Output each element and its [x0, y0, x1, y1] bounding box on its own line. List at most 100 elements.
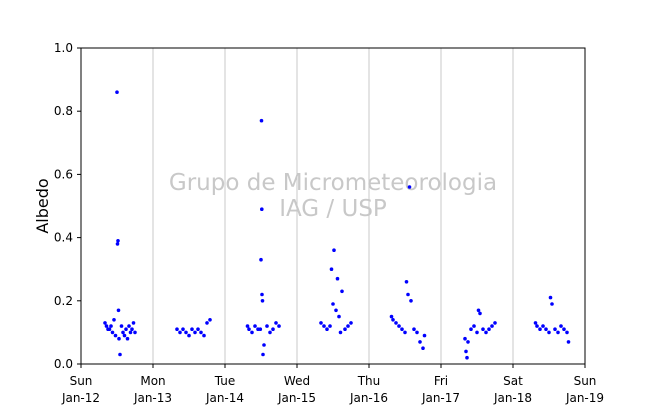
data-point [535, 324, 539, 328]
data-point [107, 327, 112, 332]
data-point [548, 295, 553, 300]
data-point [565, 330, 569, 335]
watermark-line-2: IAG / USP [279, 196, 387, 222]
data-point [190, 327, 194, 332]
data-point [104, 324, 109, 328]
data-point [125, 336, 130, 341]
data-point [559, 324, 563, 328]
data-point [124, 327, 128, 332]
data-point [196, 327, 200, 332]
data-point [187, 333, 191, 338]
x-tick-label-weekday: Sat [503, 374, 523, 388]
data-point [253, 324, 257, 328]
data-point [131, 321, 136, 325]
x-tick-label-weekday: Sun [574, 374, 597, 388]
data-point [538, 327, 542, 332]
data-point [541, 324, 545, 328]
data-point [556, 330, 560, 335]
data-point [484, 330, 488, 335]
watermark-line-1: Grupo de Micrometeorologia [169, 170, 497, 196]
data-point [250, 330, 254, 335]
data-point [130, 327, 134, 332]
data-point [404, 280, 409, 284]
y-tick-label: 1.0 [54, 41, 73, 55]
data-point [553, 327, 557, 332]
data-point [260, 299, 265, 303]
data-point [493, 321, 497, 325]
data-point [115, 90, 119, 94]
data-points [103, 90, 571, 360]
data-point [127, 324, 131, 328]
data-point [533, 321, 538, 325]
x-tick-label-date: Jan-18 [493, 391, 532, 405]
data-point [466, 340, 470, 344]
data-point [113, 333, 118, 338]
x-tick-label-weekday: Mon [140, 374, 165, 388]
data-point [547, 330, 551, 335]
data-point [418, 340, 422, 344]
x-axis-ticks: Sun Jan-12 Mon Jan-13 Tue Jan-14 Wed Jan-15 Thu J… [61, 364, 604, 405]
data-point [274, 321, 278, 325]
data-point [544, 327, 548, 332]
data-point [115, 242, 120, 246]
data-point [262, 343, 266, 347]
data-point [260, 207, 264, 211]
data-point [261, 352, 265, 357]
data-point [118, 352, 122, 357]
data-point [245, 324, 250, 328]
x-tick-label-date: Jan-13 [133, 391, 172, 405]
y-tick-label: 0.2 [54, 294, 73, 308]
data-point [340, 289, 344, 294]
data-point [343, 327, 347, 332]
y-tick-label: 0.0 [54, 357, 73, 371]
data-point [464, 349, 468, 354]
data-point [415, 330, 419, 335]
data-point [205, 321, 209, 325]
data-point [487, 327, 491, 332]
data-point [421, 346, 425, 351]
data-point [346, 324, 350, 328]
x-tick-label-date: Jan-15 [277, 391, 316, 405]
data-point [394, 321, 398, 325]
data-point [566, 340, 571, 344]
data-point [103, 321, 107, 325]
data-point [202, 333, 206, 338]
data-point [247, 327, 251, 332]
data-point [406, 292, 410, 297]
data-point [550, 302, 554, 306]
data-point [403, 330, 407, 335]
data-point [397, 324, 401, 328]
data-point [259, 118, 264, 123]
data-point [109, 324, 113, 328]
y-tick-label: 0.8 [54, 104, 73, 118]
data-point [184, 330, 188, 335]
data-point [271, 327, 275, 332]
data-point [268, 330, 272, 335]
data-point [117, 336, 121, 341]
data-point [112, 318, 116, 322]
data-point [116, 308, 121, 313]
data-point [181, 327, 185, 332]
data-point [335, 276, 340, 281]
data-point [463, 336, 467, 341]
data-point [277, 324, 281, 328]
data-point [128, 330, 133, 335]
data-point [258, 327, 263, 332]
data-point [332, 248, 336, 252]
y-axis-label: Albedo [33, 178, 52, 233]
data-point [178, 330, 182, 335]
x-tick-label-date: Jan-19 [565, 391, 604, 405]
data-point [409, 299, 413, 303]
x-tick-label-date: Jan-16 [349, 391, 388, 405]
x-tick-label-weekday: Thu [357, 374, 381, 388]
data-point [412, 327, 416, 332]
data-point [199, 330, 203, 335]
data-point [328, 324, 332, 328]
data-point [490, 324, 494, 328]
data-point [331, 302, 335, 306]
data-point [110, 330, 115, 335]
data-point [349, 321, 353, 325]
data-point [329, 267, 334, 272]
y-tick-label: 0.4 [54, 231, 73, 245]
